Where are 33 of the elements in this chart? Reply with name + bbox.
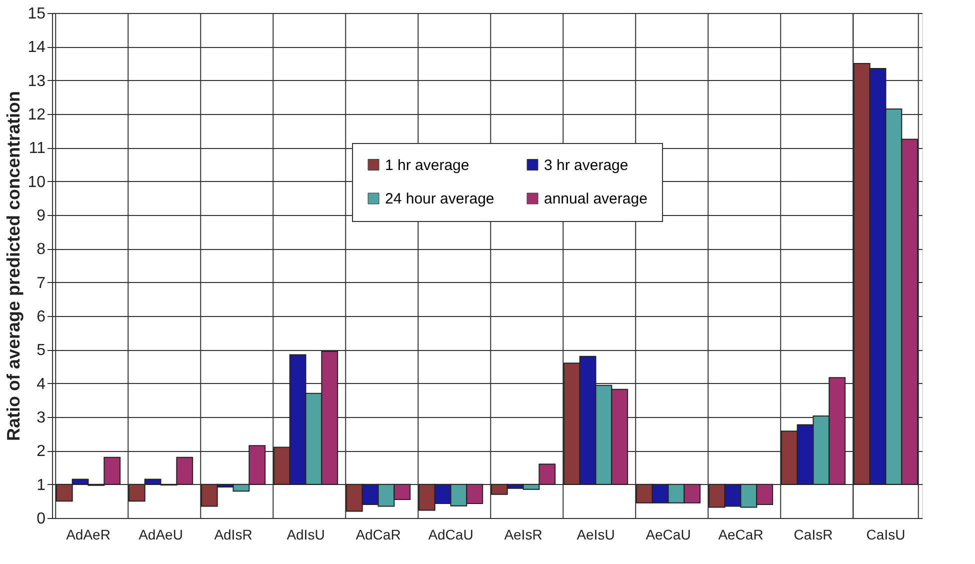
- legend-label: annual average: [544, 190, 648, 208]
- x-tick-label: AdCaU: [428, 526, 474, 542]
- y-tick-label: 2: [36, 443, 46, 460]
- x-tick-label: AeCaU: [646, 526, 691, 542]
- x-tick-label: AdIsU: [286, 526, 325, 542]
- x-tick-label: AdAeU: [138, 526, 183, 542]
- y-tick-label: 8: [36, 241, 46, 258]
- x-tick-label: AdIsR: [214, 526, 252, 542]
- legend-label: 3 hr average: [544, 156, 628, 174]
- y-tick-label: 10: [28, 174, 46, 191]
- y-tick-label: 15: [28, 6, 46, 22]
- x-tick-label: CaIsR: [794, 526, 833, 542]
- y-tick-label: 7: [36, 274, 46, 292]
- legend-label: 1 hr average: [385, 156, 470, 174]
- y-tick-label: 0: [36, 510, 46, 528]
- x-tick-label: CaIsU: [866, 526, 906, 542]
- y-tick-label: 9: [36, 208, 46, 224]
- legend-label: 24 hour average: [385, 190, 494, 208]
- y-tick-label: 6: [36, 308, 46, 326]
- x-tick-label: AdAeR: [66, 526, 110, 542]
- y-tick-label: 14: [28, 39, 46, 56]
- x-tick-label: AeIsR: [504, 526, 542, 542]
- y-tick-label: 4: [36, 376, 46, 393]
- y-tick-label: 11: [28, 140, 46, 158]
- y-tick-label: 5: [36, 342, 46, 360]
- y-tick-label: 3: [36, 410, 46, 426]
- y-tick-label: 1: [36, 476, 46, 494]
- x-tick-label: AdCaR: [356, 526, 401, 542]
- y-axis-title: Ratio of average predicted concentration: [4, 90, 24, 442]
- y-tick-label: 13: [28, 72, 46, 90]
- x-tick-label: AeIsU: [576, 526, 615, 542]
- y-tick-label: 12: [28, 106, 46, 124]
- x-tick-label: AeCaR: [718, 526, 764, 542]
